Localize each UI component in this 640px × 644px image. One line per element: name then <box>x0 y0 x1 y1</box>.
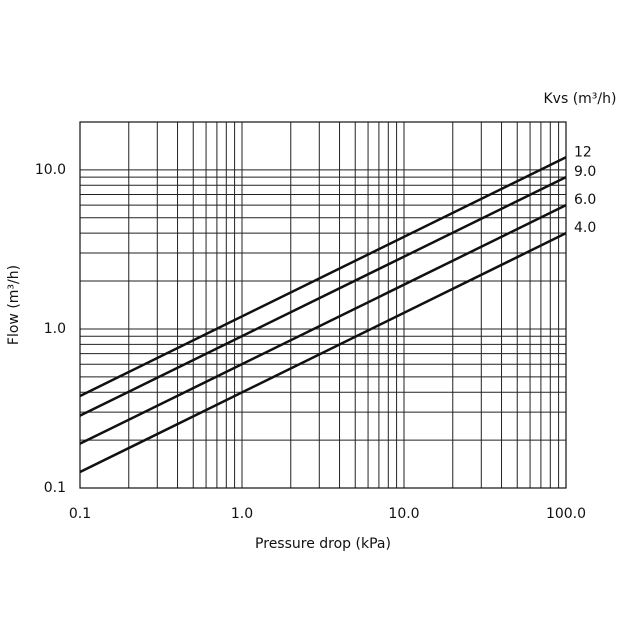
series-label: 9.0 <box>574 164 596 180</box>
series-line <box>79 204 567 445</box>
y-axis-title: Flow (m³/h) <box>6 265 22 345</box>
x-tick-label: 100.0 <box>546 506 586 522</box>
series-label: 4.0 <box>574 220 596 236</box>
x-tick-label: 10.0 <box>388 506 419 522</box>
y-tick-label: 10.0 <box>35 162 66 178</box>
y-tick-label: 1.0 <box>44 321 66 337</box>
x-axis-title: Pressure drop (kPa) <box>255 536 391 552</box>
series-label: 12 <box>574 144 592 160</box>
series-line <box>79 176 567 417</box>
series-line <box>79 232 567 474</box>
y-tick-label: 0.1 <box>44 480 66 496</box>
plot-frame <box>79 121 567 489</box>
x-tick-label: 1.0 <box>231 506 253 522</box>
series-label: 6.0 <box>574 192 596 208</box>
series-line <box>79 156 567 398</box>
legend-title: Kvs (m³/h) <box>544 91 617 107</box>
x-tick-label: 0.1 <box>69 506 91 522</box>
